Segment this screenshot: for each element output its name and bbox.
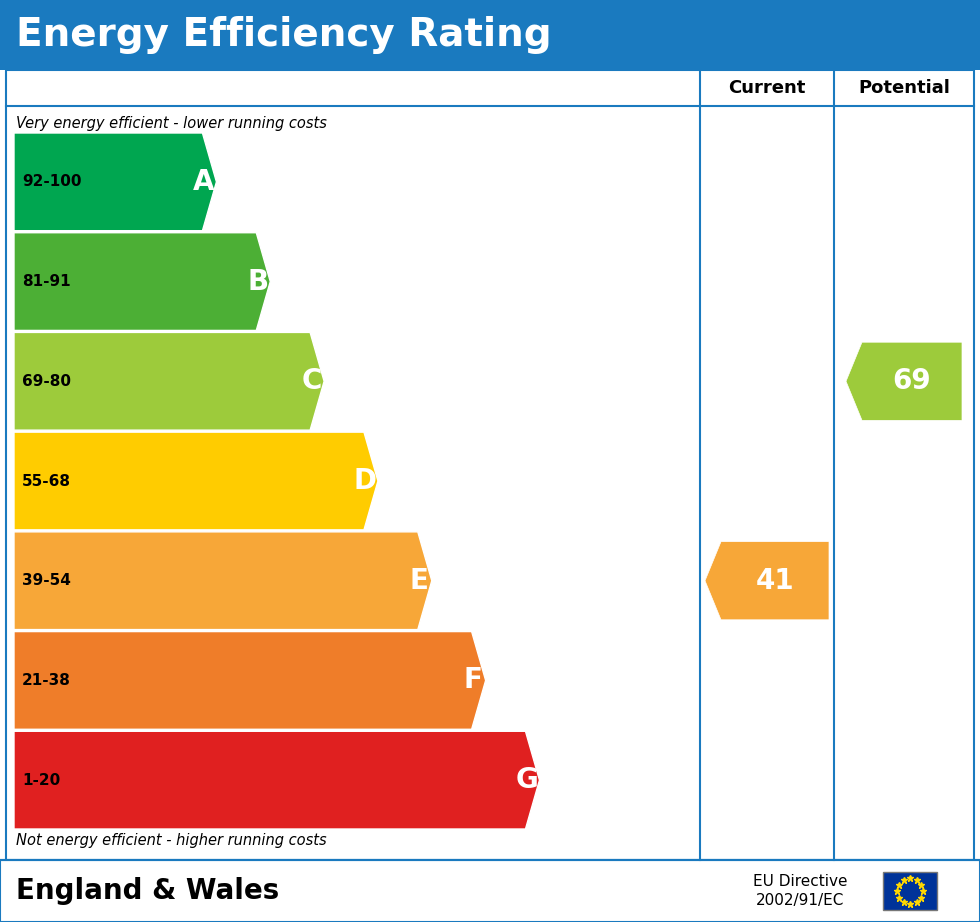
Text: Very energy efficient - lower running costs: Very energy efficient - lower running co… [16,116,327,132]
Polygon shape [14,333,324,431]
Polygon shape [14,432,378,530]
Bar [883,872,937,910]
Text: Current: Current [728,79,806,97]
Text: 21-38: 21-38 [22,673,71,688]
Text: E: E [410,567,428,595]
Polygon shape [14,632,486,729]
Polygon shape [14,133,217,230]
Bar [0,860,980,922]
Text: Potential: Potential [858,79,950,97]
Polygon shape [846,342,962,420]
Bar [0,0,980,70]
Polygon shape [14,232,270,330]
Text: F: F [464,667,482,694]
Text: England & Wales: England & Wales [16,877,279,905]
Text: D: D [354,467,377,495]
Text: Energy Efficiency Rating: Energy Efficiency Rating [16,16,552,54]
Text: Not energy efficient - higher running costs: Not energy efficient - higher running co… [16,833,326,847]
Polygon shape [14,532,432,630]
Text: 1-20: 1-20 [22,773,60,787]
Text: 41: 41 [756,567,795,595]
Text: 39-54: 39-54 [22,573,71,588]
Text: 92-100: 92-100 [22,174,81,189]
Text: G: G [515,766,538,794]
Text: 81-91: 81-91 [22,274,71,290]
Text: 69: 69 [893,367,931,396]
Text: EU Directive
2002/91/EC: EU Directive 2002/91/EC [753,874,848,908]
Text: 55-68: 55-68 [22,474,71,489]
Polygon shape [705,541,829,620]
Text: C: C [301,367,321,396]
Polygon shape [14,731,539,829]
Bar [6,70,974,860]
Text: B: B [247,267,269,296]
Text: A: A [193,168,215,195]
Text: 69-80: 69-80 [22,373,71,389]
